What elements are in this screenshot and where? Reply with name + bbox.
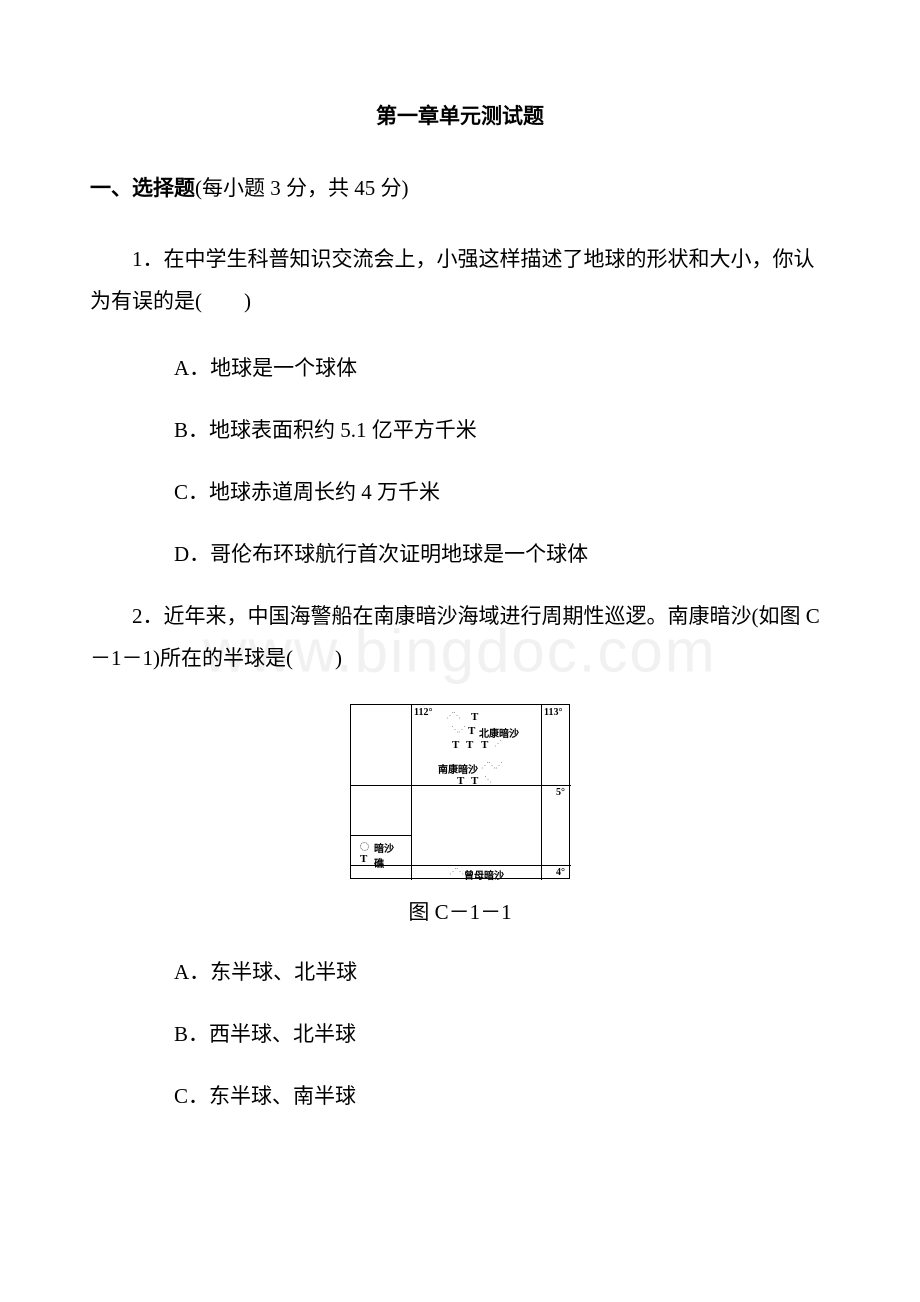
marker-2: T (468, 725, 475, 737)
grid-line-113 (541, 705, 542, 880)
figure-caption: 图 C－1－1 (90, 896, 830, 926)
marker-7: T (471, 775, 478, 787)
label-nankang: 南康暗沙 (438, 761, 478, 776)
legend-ansha-text: 暗沙 (374, 840, 394, 855)
legend-ansha-icon (360, 842, 369, 851)
marker-4: T (466, 739, 473, 751)
label-112: 112° (414, 707, 432, 718)
grid-line-112 (411, 705, 412, 880)
dots-5: ⋱ (484, 775, 491, 784)
q2-text: 2．近年来，中国海警船在南康暗沙海域进行周期性巡逻。南康暗沙(如图 C－1－1)… (90, 595, 830, 679)
map-figure: 112° 113° 5° 4° ⋰⋱ T ⋱⋰ T 北康暗沙 T T T ⋰ 南… (350, 704, 570, 879)
q1-option-c: C．地球赤道周长约 4 万千米 (90, 471, 830, 513)
label-5: 5° (556, 787, 565, 798)
q1-text: 1．在中学生科普知识交流会上，小强这样描述了地球的形状和大小，你认为有误的是( … (90, 238, 830, 322)
dots-1: ⋰⋱ (446, 711, 460, 720)
figure-container: 112° 113° 5° 4° ⋰⋱ T ⋱⋰ T 北康暗沙 T T T ⋰ 南… (90, 704, 830, 926)
q1-option-d: D．哥伦布环球航行首次证明地球是一个球体 (90, 533, 830, 575)
q2-option-a: A．东半球、北半球 (90, 951, 830, 993)
q2-option-c: C．东半球、南半球 (90, 1075, 830, 1117)
marker-5: T (481, 739, 488, 751)
dots-3: ⋰ (494, 739, 501, 748)
dots-4: ⋰⋱⋰ (481, 761, 502, 770)
label-zengmu: 曾母暗沙 (464, 867, 504, 882)
legend-divider (351, 835, 411, 836)
q1-option-b: B．地球表面积约 5.1 亿平方千米 (90, 409, 830, 451)
legend-jiao-icon: T (360, 853, 367, 865)
label-113: 113° (544, 707, 562, 718)
marker-3: T (452, 739, 459, 751)
dots-2: ⋱⋰ (451, 725, 465, 734)
label-beikang: 北康暗沙 (479, 725, 519, 740)
question-1: 1．在中学生科普知识交流会上，小强这样描述了地球的形状和大小，你认为有误的是( … (90, 238, 830, 575)
marker-1: T (471, 711, 478, 723)
q1-option-a: A．地球是一个球体 (90, 347, 830, 389)
marker-6: T (457, 775, 464, 787)
page-title: 第一章单元测试题 (90, 100, 830, 130)
page-content: 第一章单元测试题 一、选择题(每小题 3 分，共 45 分) 1．在中学生科普知… (90, 100, 830, 1117)
label-4: 4° (556, 867, 565, 878)
grid-line-4 (351, 865, 571, 866)
section-points: (每小题 3 分，共 45 分) (195, 176, 409, 200)
section-label: 一、选择题 (90, 176, 195, 200)
question-2: 2．近年来，中国海警船在南康暗沙海域进行周期性巡逻。南康暗沙(如图 C－1－1)… (90, 595, 830, 1117)
legend-jiao-text: 礁 (374, 855, 384, 870)
section-header: 一、选择题(每小题 3 分，共 45 分) (90, 170, 830, 208)
dots-zengmu: ⋰⋱ (449, 867, 463, 876)
q2-option-b: B．西半球、北半球 (90, 1013, 830, 1055)
